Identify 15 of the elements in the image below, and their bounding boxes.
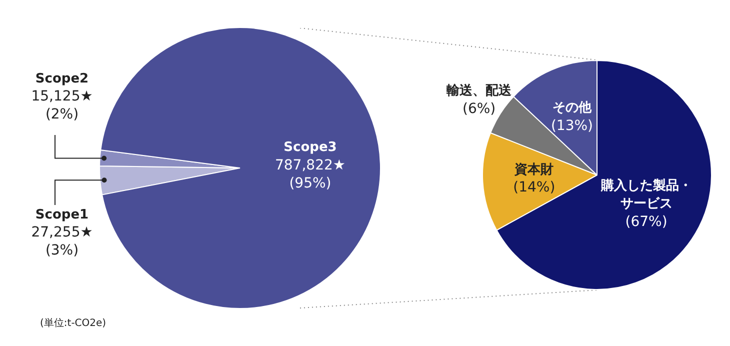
data-label: 787,822★ (95%) bbox=[274, 157, 346, 192]
slice-label: 資本財 bbox=[514, 162, 554, 178]
slice-label: その他 bbox=[552, 100, 592, 116]
text: (単位:t-CO2e) bbox=[40, 317, 106, 330]
data-label: (14%) bbox=[513, 180, 556, 196]
data-label: (67%) bbox=[625, 214, 668, 230]
slice-label: 購入した製品・サービス bbox=[600, 178, 692, 212]
data-label: 27,255★ (3%) bbox=[31, 224, 93, 259]
data-label: (13%) bbox=[550, 118, 594, 134]
data-label: 15,125★ (2%) bbox=[31, 88, 93, 123]
slice-label: Scope3 bbox=[284, 140, 337, 156]
slice-label: Scope2 bbox=[35, 71, 89, 86]
slice-label: Scope1 bbox=[35, 207, 89, 222]
data-label: (6%) bbox=[462, 100, 496, 117]
slice-label: 輸送、配送 bbox=[446, 84, 513, 99]
